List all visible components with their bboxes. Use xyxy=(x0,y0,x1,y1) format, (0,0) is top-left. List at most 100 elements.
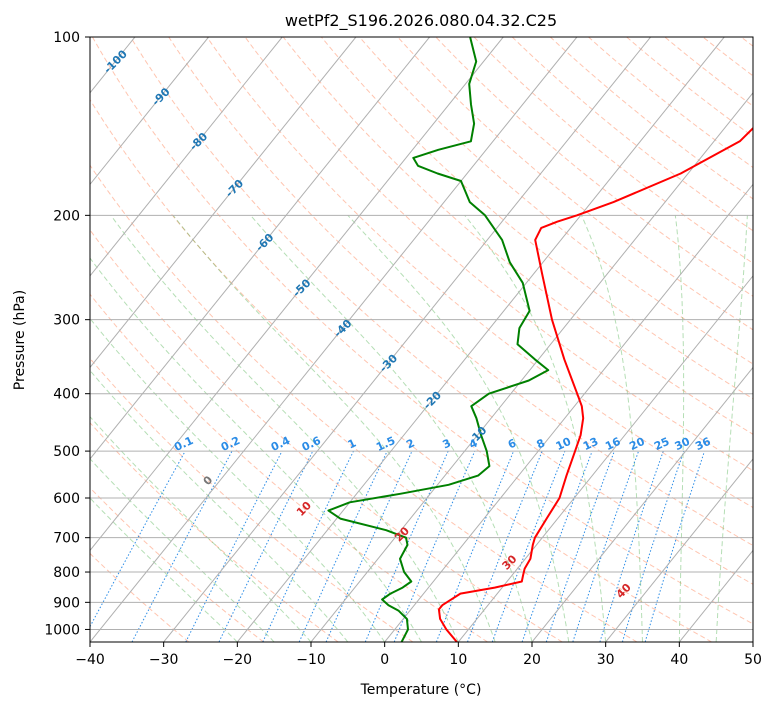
y-tick-label: 200 xyxy=(53,208,80,224)
y-tick-label: 1000 xyxy=(44,622,80,638)
mixing-ratio-label: 13 xyxy=(581,435,600,453)
isotherm-line xyxy=(236,37,725,642)
isotherm-line xyxy=(163,37,651,642)
x-tick-label: 30 xyxy=(597,652,615,668)
dry-adiabat-line xyxy=(91,37,753,625)
x-tick-label: 10 xyxy=(449,652,467,668)
y-tick-label: 300 xyxy=(53,313,80,329)
dry-adiabat-line xyxy=(90,293,488,642)
mixing-ratio-label: 2 xyxy=(404,436,416,451)
mixing-ratio-line xyxy=(298,450,388,642)
mixing-ratio-line xyxy=(435,450,515,642)
mixing-ratio-line xyxy=(467,450,543,642)
dry-adiabat-line xyxy=(90,422,339,642)
dry-adiabat-line xyxy=(473,37,753,264)
moist-adiabat-line xyxy=(250,214,533,642)
mixing-ratio-line xyxy=(572,450,640,642)
isotherm-label: -50 xyxy=(290,276,313,299)
x-tick-label: −10 xyxy=(296,652,326,668)
dry-adiabat-line xyxy=(549,37,753,200)
line-labels: -100-90-80-70-60-50-40-30-20-100.1 0.2 0.4… xyxy=(101,47,713,601)
mixing-ratio-line xyxy=(545,450,615,642)
isotherm-line xyxy=(384,183,753,642)
dry-adiabat-line xyxy=(511,37,753,232)
dry-adiabat-line xyxy=(90,552,190,642)
isotherm-label: -100 xyxy=(101,47,130,76)
mixing-ratio-label: 20 xyxy=(627,435,647,453)
mixing-ratio-line xyxy=(644,450,705,642)
mixing-ratio-label: 36 xyxy=(693,435,713,453)
moist-adiabat-line xyxy=(172,214,496,642)
dry-adiabat-line xyxy=(397,37,753,331)
isotherm-label: -30 xyxy=(377,351,400,374)
isotherm-line xyxy=(90,37,283,277)
moist-adiabat-line xyxy=(464,214,607,642)
mixing-ratio-label: 16 xyxy=(603,435,623,453)
mixing-ratio-label: 6 xyxy=(506,436,519,451)
moist-adiabat-line xyxy=(674,215,685,642)
mixing-ratio-label: 25 xyxy=(652,435,671,453)
isotherm-line xyxy=(90,37,209,186)
mixing-ratio-line xyxy=(621,450,685,642)
dry-adiabat-line xyxy=(90,229,563,642)
y-tick-label: 400 xyxy=(53,387,80,403)
dry-adiabat-line xyxy=(90,98,712,642)
moist-adiabat-line xyxy=(110,215,459,642)
y-tick-label: 600 xyxy=(53,491,80,507)
isotherm-line xyxy=(0,37,61,642)
isotherm-line xyxy=(90,37,578,642)
dry-adiabat-line xyxy=(740,37,753,47)
dry-adiabat-line xyxy=(321,37,753,400)
mixing-ratio-line xyxy=(131,450,233,642)
isotherm-line xyxy=(678,549,753,642)
moist-adiabat-line xyxy=(715,215,748,642)
axes: −40 −30 −20 −10 0 10 20 30 40 50 100 200 300 400 500 60… xyxy=(44,30,762,668)
y-tick-label: 500 xyxy=(53,444,80,460)
x-tick-label: −30 xyxy=(149,652,179,668)
x-tick-label: −40 xyxy=(75,652,105,668)
background-lines xyxy=(0,37,753,642)
x-axis-label: Temperature (°C) xyxy=(360,682,482,698)
mixing-ratio-line xyxy=(218,450,314,642)
dry-adiabat-line xyxy=(90,164,638,642)
moist-adiabat-line xyxy=(90,257,422,642)
dry-adiabat-line xyxy=(130,37,753,585)
mixing-ratio-line xyxy=(185,450,283,642)
y-tick-label: 900 xyxy=(53,595,80,611)
dry-adiabat-line xyxy=(90,357,414,642)
dewpoint-line xyxy=(327,37,550,642)
isotherm-line xyxy=(752,641,753,642)
isotherm-label: -80 xyxy=(187,130,210,153)
isotherm-line xyxy=(457,275,753,642)
moist-adiabat-line xyxy=(90,369,349,642)
dry-adiabat-label: 10 xyxy=(294,499,314,519)
isotherm-line xyxy=(90,37,430,460)
sounding-series xyxy=(327,37,753,642)
isotherm-line xyxy=(531,366,753,642)
isotherm-line xyxy=(310,92,753,642)
moist-adiabat-line xyxy=(347,214,570,642)
y-tick-label: 100 xyxy=(53,30,80,46)
x-tick-label: 20 xyxy=(523,652,541,668)
dry-adiabat-line xyxy=(206,37,753,509)
isotherm-label: -60 xyxy=(253,231,276,254)
dry-adiabat-line xyxy=(588,37,753,169)
x-tick-label: 0 xyxy=(380,652,389,668)
mixing-ratio-line xyxy=(599,450,664,642)
moist-adiabat-line xyxy=(90,458,275,642)
isotherm-label: -70 xyxy=(223,177,246,200)
isotherm-line xyxy=(605,458,753,642)
isotherm-label: -90 xyxy=(149,85,172,108)
isotherm-line xyxy=(90,37,357,369)
dry-adiabat-label: 20 xyxy=(392,524,412,544)
x-tick-label: 40 xyxy=(670,652,688,668)
mixing-ratio-line xyxy=(90,450,186,628)
moist-adiabat-line xyxy=(90,497,238,642)
y-axis-label: Pressure (hPa) xyxy=(12,290,28,390)
moist-adiabat-line xyxy=(90,416,312,642)
y-tick-label: 800 xyxy=(53,565,80,581)
mixing-ratio-label: 10 xyxy=(554,435,574,453)
dry-adiabat-line xyxy=(90,487,264,642)
moist-adiabat-line xyxy=(90,317,386,642)
